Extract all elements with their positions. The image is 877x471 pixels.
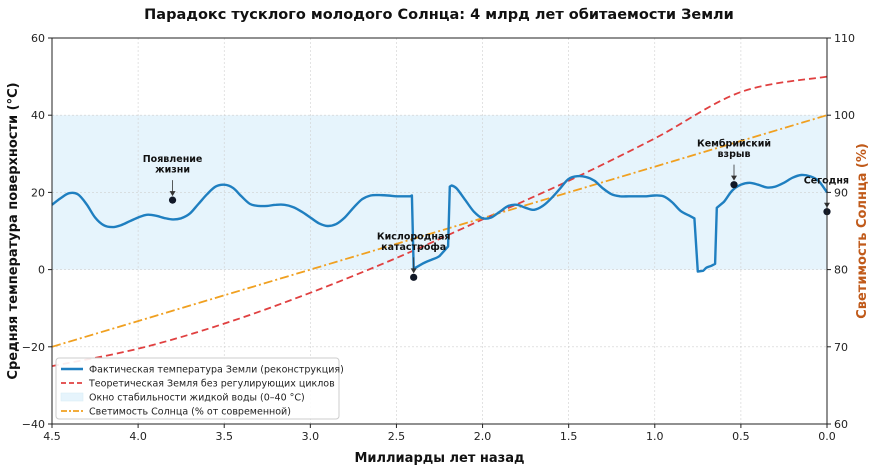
event-label: Кембрийский взрыв: [697, 139, 771, 161]
series-theoretical-line: [51, 75, 828, 367]
x-tick-label: 4.0: [129, 430, 147, 443]
y-right-tick-label: 60: [834, 418, 848, 431]
y-right-axis-label: Светимость Солнца (%): [855, 143, 870, 319]
y-left-tick-label: 40: [31, 109, 45, 122]
plot-frame: [51, 37, 828, 425]
x-axis-ticks: 4.5 4.0 3.5 3.0 2.5 2.0 1.5 1.0 0.5 0.0: [43, 424, 836, 443]
plot-area: [51, 75, 828, 367]
event-point: [410, 273, 418, 281]
series-luminosity-line: [51, 114, 828, 348]
y-left-tick-label: −40: [22, 418, 45, 431]
y-left-axis-label: Средняя температура поверхности (°C): [6, 82, 21, 379]
legend-box: [55, 357, 340, 420]
legend-entry-theoretical: Теоретическая Земля без регулирующих цик…: [88, 379, 335, 390]
y-right-tick-label: 90: [834, 186, 848, 199]
event-label: Появление жизни: [143, 154, 203, 176]
y-right-tick-label: 80: [834, 264, 848, 277]
x-tick-label: 4.5: [43, 430, 61, 443]
event-markers: Появление жизни Кислородная катастрофа Кембр…: [143, 139, 849, 281]
event-arrow-head: [169, 191, 176, 197]
event-point: [168, 196, 177, 204]
x-axis-label: Миллиарды лет назад: [354, 451, 524, 466]
y-left-tick-label: 0: [38, 264, 45, 277]
y-right-tick-label: 100: [834, 109, 855, 122]
series-actual-line: [51, 173, 828, 273]
x-tick-label: 2.0: [474, 430, 492, 443]
y-left-tick-label: 20: [31, 186, 45, 199]
x-tick-label: 1.5: [560, 430, 578, 443]
x-tick-label: 3.5: [215, 430, 233, 443]
chart-title: Парадокс тусклого молодого Солнца: 4 млр…: [144, 7, 734, 23]
x-tick-label: 1.0: [646, 430, 664, 443]
legend-entry-stability-band: Окно стабильности жидкой воды (0–40 °C): [89, 393, 305, 404]
event-marker: Появление жизни: [143, 154, 203, 204]
y-left-tick-label: −20: [22, 341, 45, 354]
y-right-tick-label: 110: [834, 32, 855, 45]
event-label: Сегодня: [804, 176, 849, 187]
y-right-tick-label: 70: [834, 341, 848, 354]
legend-entry-luminosity: Светимость Солнца (% от современной): [89, 407, 291, 418]
y-left-tick-label: 60: [31, 32, 45, 45]
x-tick-label: 3.0: [302, 430, 320, 443]
x-tick-label: 2.5: [388, 430, 406, 443]
y-right-axis-ticks: 60 70 80 90 100 110: [827, 32, 855, 431]
legend: Фактическая температура Земли (реконстру…: [55, 357, 344, 420]
event-arrow-head: [410, 268, 417, 274]
event-marker: Кислородная катастрофа: [377, 231, 451, 281]
legend-swatch-stability-band: [60, 392, 84, 402]
event-label: Кислородная катастрофа: [377, 231, 451, 253]
x-tick-label: 0.0: [818, 430, 836, 443]
event-arrow-head: [731, 175, 737, 181]
y-left-axis-ticks: −40 −20 0 20 40 60: [22, 32, 52, 431]
event-point: [730, 181, 738, 189]
legend-entry-actual: Фактическая температура Земли (реконстру…: [89, 365, 344, 376]
event-marker: Кембрийский взрыв: [697, 139, 771, 189]
x-tick-label: 0.5: [732, 430, 750, 443]
